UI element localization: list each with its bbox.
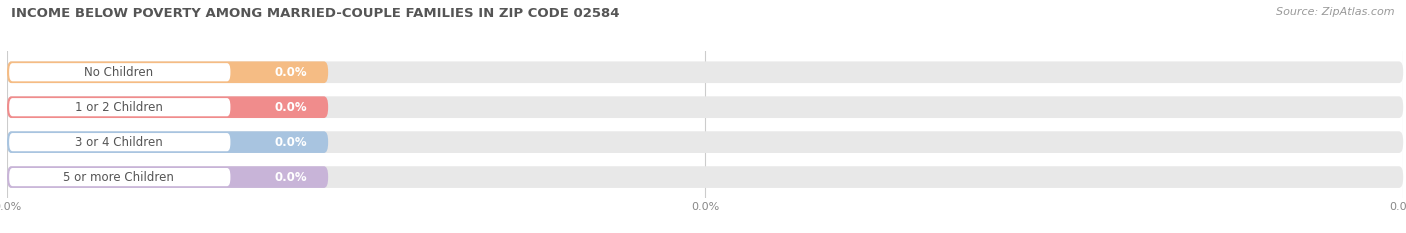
FancyBboxPatch shape xyxy=(7,131,328,153)
Text: 0.0%: 0.0% xyxy=(274,101,307,114)
FancyBboxPatch shape xyxy=(8,63,231,81)
FancyBboxPatch shape xyxy=(8,168,231,186)
Text: No Children: No Children xyxy=(84,66,153,79)
FancyBboxPatch shape xyxy=(7,61,1403,83)
Text: 1 or 2 Children: 1 or 2 Children xyxy=(75,101,163,114)
Text: 0.0%: 0.0% xyxy=(274,171,307,184)
FancyBboxPatch shape xyxy=(7,61,328,83)
FancyBboxPatch shape xyxy=(7,96,328,118)
FancyBboxPatch shape xyxy=(7,166,328,188)
Text: Source: ZipAtlas.com: Source: ZipAtlas.com xyxy=(1277,7,1395,17)
Text: 0.0%: 0.0% xyxy=(274,66,307,79)
Text: 0.0%: 0.0% xyxy=(274,136,307,149)
FancyBboxPatch shape xyxy=(7,131,1403,153)
Text: 5 or more Children: 5 or more Children xyxy=(63,171,174,184)
FancyBboxPatch shape xyxy=(8,98,231,116)
Text: 3 or 4 Children: 3 or 4 Children xyxy=(75,136,163,149)
FancyBboxPatch shape xyxy=(7,166,1403,188)
Text: INCOME BELOW POVERTY AMONG MARRIED-COUPLE FAMILIES IN ZIP CODE 02584: INCOME BELOW POVERTY AMONG MARRIED-COUPL… xyxy=(11,7,620,20)
FancyBboxPatch shape xyxy=(8,133,231,151)
FancyBboxPatch shape xyxy=(7,96,1403,118)
